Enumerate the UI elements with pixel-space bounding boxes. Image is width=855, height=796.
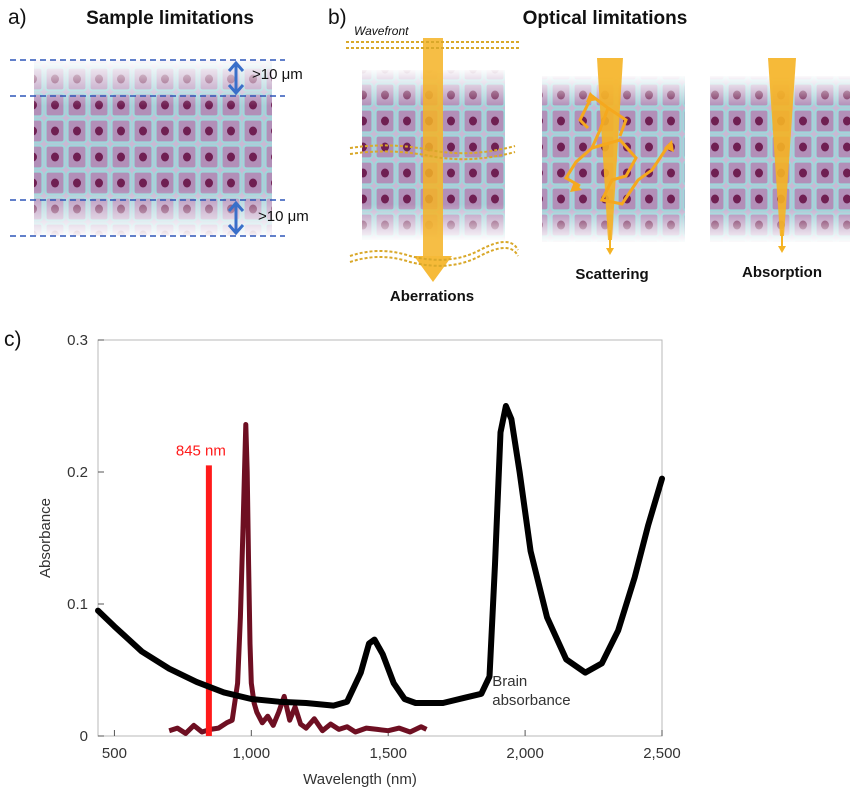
scattered-rays: [563, 94, 670, 206]
laser-spectrum-line: [168, 422, 428, 736]
caption-scattering: Scattering: [575, 266, 649, 283]
panel-b-letter: b): [328, 6, 347, 29]
bottom-depth-label: >10 μm: [258, 208, 309, 225]
brain-absorbance-line: [95, 403, 665, 709]
panel-c-letter: c): [4, 328, 22, 351]
caption-absorption: Absorption: [742, 264, 822, 281]
y-tick-label: 0.3: [67, 332, 88, 349]
x-tick-label: 2,500: [643, 745, 681, 762]
wavefront-label: Wavefront: [354, 24, 409, 38]
panel-a-letter: a): [8, 6, 27, 29]
y-tick-label: 0.2: [67, 464, 88, 481]
y-tick-label: 0.1: [67, 596, 88, 613]
depth-arrows: [227, 60, 245, 236]
caption-aberrations: Aberrations: [389, 288, 475, 305]
x-tick-label: 2,000: [506, 745, 544, 762]
brain-absorbance-label: absorbance: [492, 692, 570, 709]
panel-a-figure: [10, 59, 285, 237]
aberrations-beam: [414, 38, 452, 282]
x-tick-label: 1,500: [369, 745, 407, 762]
marker-label: 845 nm: [176, 442, 226, 459]
panel-b-figure: [346, 38, 850, 282]
y-axis-label: Absorbance: [37, 498, 54, 578]
x-tick-label: 500: [102, 745, 127, 762]
panel-b-title: Optical limitations: [522, 8, 688, 29]
x-axis-label: Wavelength (nm): [303, 771, 417, 788]
y-tick-label: 0: [80, 728, 88, 745]
absorbance-chart: 0 0.1 0.2 0.3 500 1,000 1,500 2,000 2,500 Wavelen…: [37, 332, 681, 788]
panel-a-title: Sample limitations: [86, 8, 254, 29]
brain-absorbance-label: Brain: [492, 673, 527, 690]
top-depth-label: >10 μm: [252, 66, 303, 83]
scattered-ray-heads: [570, 92, 674, 192]
wavefront-lines: [346, 41, 520, 267]
depth-boundary-lines: [10, 59, 285, 237]
plot-frame: [97, 339, 663, 737]
x-tick-label: 1,000: [233, 745, 271, 762]
absorption-beam: [768, 58, 796, 253]
